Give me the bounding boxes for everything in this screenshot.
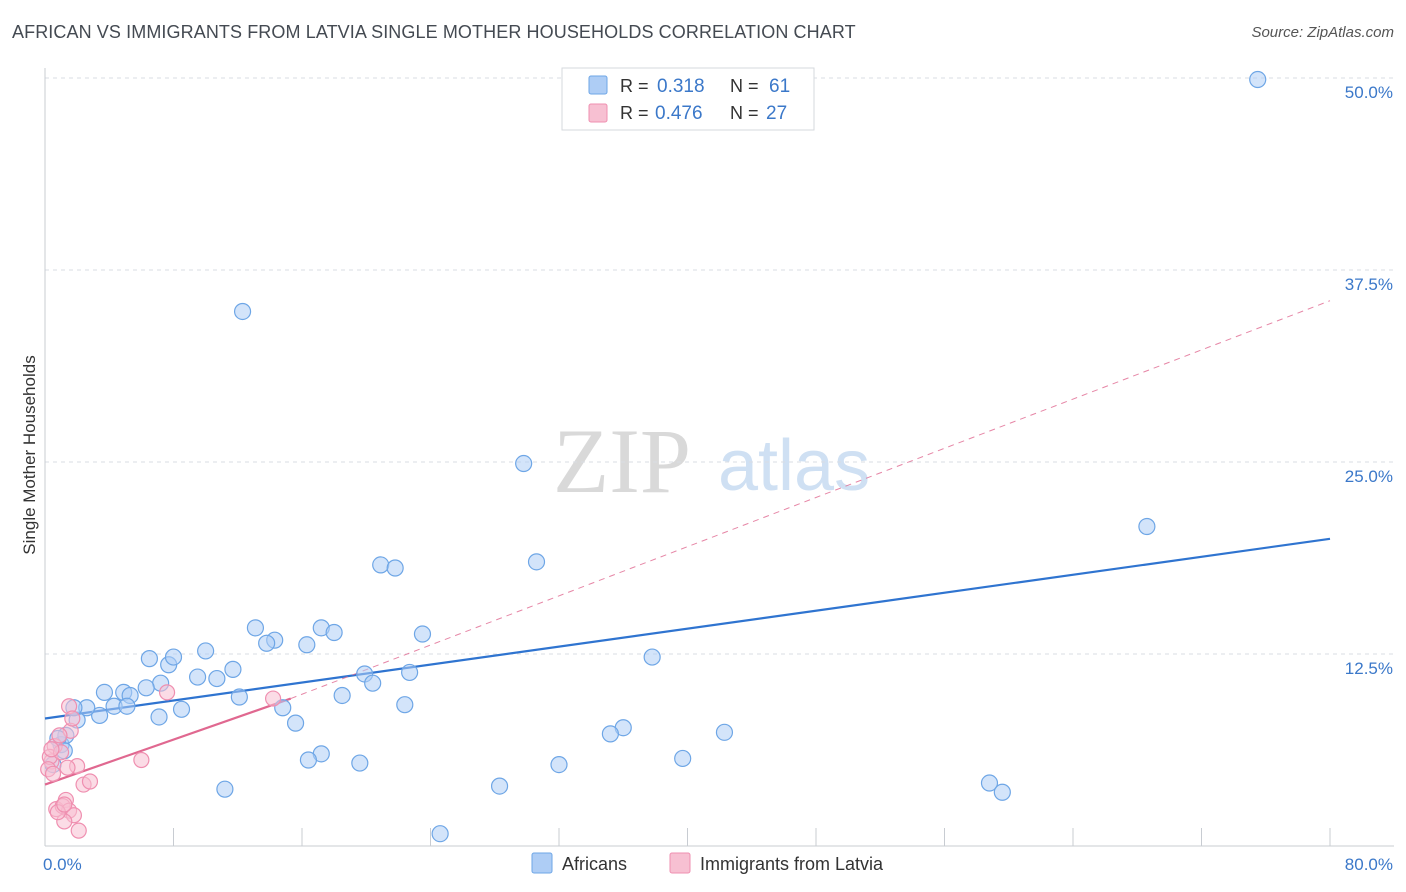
point-africans (246, 619, 265, 637)
point-africans (413, 625, 432, 643)
point-latvia (70, 822, 87, 839)
point-africans (980, 774, 999, 792)
legend-r-value-latvia: 0.476 (655, 103, 703, 124)
watermark-zip: ZIP (553, 410, 691, 512)
legend-r-label-africans: R = (620, 76, 649, 96)
legend-bottom-label-latvia: Immigrants from Latvia (700, 854, 884, 874)
legend-bottom-swatch-latvia (669, 852, 691, 874)
y-tick-label: 12.5% (1345, 659, 1393, 678)
point-latvia (51, 727, 68, 744)
point-africans (150, 708, 168, 726)
legend-r-value-africans: 0.318 (657, 76, 705, 97)
point-latvia (133, 751, 150, 769)
point-africans (197, 642, 215, 660)
point-africans (298, 636, 316, 654)
y-axis-label: Single Mother Households (20, 355, 39, 554)
point-latvia (64, 710, 81, 727)
legend-swatch-africans (588, 75, 608, 95)
legend-n-value-africans: 61 (769, 76, 790, 97)
chart-source: Source: ZipAtlas.com (1251, 24, 1394, 41)
point-latvia (44, 765, 62, 782)
legend-bottom: Africans Immigrants from Latvia (531, 852, 884, 874)
point-latvia (56, 796, 73, 813)
point-africans (233, 302, 252, 321)
point-africans (325, 623, 343, 642)
trend-line-latvia (44, 697, 292, 786)
point-africans (140, 650, 159, 668)
point-africans (172, 700, 191, 718)
point-africans (643, 648, 661, 666)
y-tick-label: 37.5% (1345, 275, 1393, 294)
trend-lines (44, 300, 1331, 786)
grid-lines (45, 77, 1394, 655)
data-points (40, 70, 1267, 843)
x-tick-label: 0.0% (43, 855, 82, 874)
chart-title: AFRICAN VS IMMIGRANTS FROM LATVIA SINGLE… (12, 22, 856, 42)
point-africans (299, 751, 318, 769)
y-tick-label: 25.0% (1345, 467, 1393, 486)
x-tick-label: 80.0% (1345, 855, 1393, 874)
point-africans (333, 686, 351, 705)
tick-labels: 12.5% 25.0% 37.5% 50.0% 0.0% 80.0% (43, 83, 1393, 874)
point-africans (527, 553, 546, 571)
point-africans (1138, 517, 1156, 536)
point-latvia (264, 690, 282, 707)
legend-bottom-swatch-africans (531, 852, 553, 874)
watermark-atlas: atlas (718, 426, 870, 506)
legend-n-value-latvia: 27 (766, 103, 787, 124)
point-latvia (59, 759, 76, 776)
legend-n-label-latvia: N = (730, 103, 759, 123)
legend-swatch-latvia (588, 103, 608, 123)
legend-r-label-latvia: R = (620, 103, 649, 123)
point-africans (1249, 70, 1267, 89)
point-africans (224, 660, 242, 678)
legend-bottom-label-africans: Africans (562, 854, 627, 874)
point-africans (431, 825, 449, 843)
point-africans (258, 634, 276, 652)
point-africans (364, 674, 382, 692)
legend-n-label-africans: N = (730, 76, 759, 96)
point-africans (386, 559, 404, 577)
y-tick-label: 50.0% (1345, 83, 1393, 102)
point-africans (118, 697, 136, 715)
point-africans (286, 714, 305, 732)
point-africans (550, 755, 568, 774)
point-africans (208, 669, 226, 688)
point-africans (95, 683, 114, 702)
trend-line-africans (44, 537, 1331, 720)
point-africans (216, 780, 234, 798)
point-africans (674, 749, 692, 768)
point-africans (351, 754, 369, 772)
trend-line-latvia-extended (290, 300, 1331, 700)
point-africans (188, 668, 207, 686)
point-africans (490, 777, 509, 795)
point-africans (601, 725, 620, 743)
point-latvia (158, 684, 176, 701)
point-latvia (43, 741, 60, 758)
point-africans (91, 706, 109, 725)
point-africans (993, 783, 1011, 801)
point-africans (515, 454, 533, 473)
point-africans (137, 679, 155, 697)
point-africans (401, 663, 419, 682)
point-africans (164, 648, 183, 666)
point-africans (715, 723, 734, 741)
legend-top: R = 0.318 N = 61 R = 0.476 N = 27 (561, 67, 815, 131)
watermark: ZIP atlas (553, 410, 870, 512)
point-africans (230, 688, 248, 706)
point-africans (372, 556, 390, 574)
point-latvia (81, 773, 99, 790)
axes (44, 68, 1394, 847)
point-africans (396, 696, 414, 714)
